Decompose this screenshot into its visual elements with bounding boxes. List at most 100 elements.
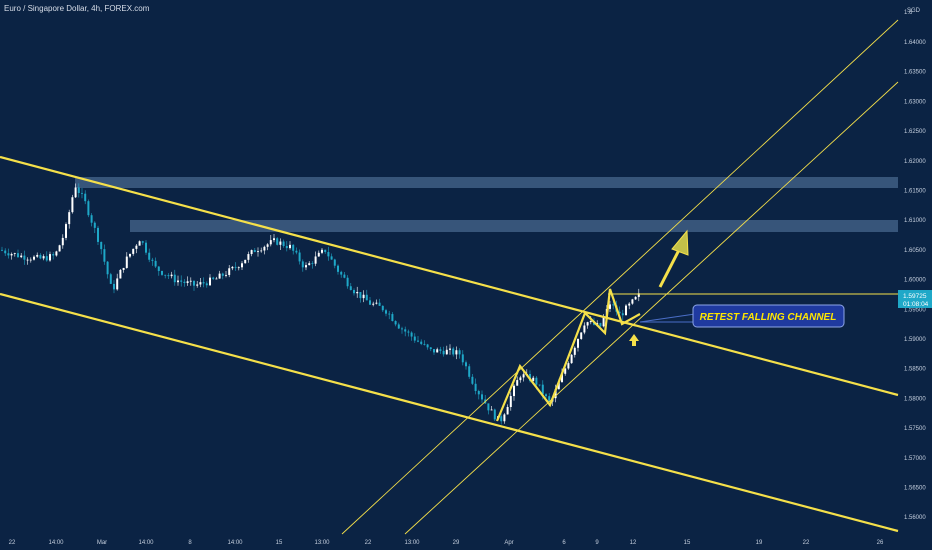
candle-body: [77, 187, 80, 193]
candle-body: [356, 292, 359, 294]
candle-body: [516, 380, 519, 386]
candle-body: [23, 255, 26, 260]
y-tick-label: 1.60500: [904, 248, 926, 254]
time-axis[interactable]: 22 14:00 Mar 14:00 8 14:00 15 13:00 22 13:00 29 Apr…: [9, 540, 884, 546]
candle-body: [621, 313, 624, 316]
projection-arrow-head: [671, 229, 689, 256]
candle-body: [109, 274, 112, 284]
candle-body: [548, 396, 551, 402]
candle-body: [337, 265, 339, 272]
candle-body: [189, 280, 192, 282]
x-tick-label: 15: [684, 540, 691, 546]
y-tick-label: 1.64000: [904, 40, 926, 46]
candle-body: [250, 250, 253, 255]
candle-body: [29, 259, 32, 261]
y-tick-label: 1.62500: [904, 129, 926, 135]
candle-body: [401, 328, 403, 330]
candle-body: [218, 273, 221, 279]
candle-body: [90, 215, 93, 223]
candle-body: [493, 409, 496, 420]
candle-body: [247, 254, 250, 260]
zigzag-pattern: [495, 288, 641, 422]
candle-body: [573, 347, 576, 355]
candle-body: [260, 250, 263, 252]
x-tick-label: 6: [562, 540, 566, 546]
candle-body: [49, 254, 51, 261]
y-tick-label: 1.57000: [904, 456, 926, 462]
candle-body: [564, 368, 567, 374]
candle-body: [391, 314, 394, 322]
candle-body: [420, 341, 423, 344]
candle-body: [237, 267, 240, 269]
candle-body: [209, 277, 211, 286]
candle-body: [193, 280, 195, 286]
countdown-timer: 01:08:04: [903, 301, 929, 308]
candle-body: [487, 403, 490, 411]
candle-body: [132, 248, 135, 254]
y-tick-label: 1.60000: [904, 278, 926, 284]
y-tick-label: 1.61500: [904, 189, 926, 195]
candle-body: [10, 253, 13, 256]
candle-body: [61, 237, 64, 246]
candle-body: [58, 245, 61, 252]
candle-body: [71, 197, 74, 213]
x-tick-label: 19: [756, 540, 763, 546]
candle-body: [490, 409, 493, 411]
rising-channel-lower-line: [404, 81, 899, 535]
candle-body: [145, 242, 147, 253]
candle-body: [17, 253, 19, 258]
candle-body: [93, 222, 96, 228]
candle-body: [154, 260, 157, 267]
candle-body: [637, 293, 640, 297]
candle-body: [353, 290, 355, 294]
candle-body: [359, 292, 362, 299]
candle-body: [570, 354, 573, 364]
candle-body: [506, 407, 509, 415]
candle-body: [81, 192, 83, 194]
candle-body: [500, 416, 503, 422]
candle-body: [468, 366, 471, 377]
candle-body: [407, 331, 410, 333]
candle-body: [285, 245, 288, 249]
x-tick-label: 14:00: [227, 540, 243, 546]
y-tick-label: 1.63000: [904, 99, 926, 105]
resistance-zone-upper: [75, 177, 898, 188]
candle-body: [84, 193, 87, 202]
candle-body: [474, 383, 477, 392]
x-tick-label: 26: [877, 540, 884, 546]
x-tick-label: 22: [803, 540, 810, 546]
candle-body: [445, 349, 448, 355]
candle-body: [7, 253, 10, 256]
candle-body: [1, 249, 3, 251]
y-tick-label: 1.58500: [904, 367, 926, 373]
candle-body: [161, 270, 163, 275]
candle-body: [103, 249, 106, 262]
candle-body: [308, 263, 311, 266]
candle-body: [545, 394, 547, 397]
candle-body: [97, 227, 99, 242]
falling-channel-lower-line: [0, 292, 899, 533]
candle-body: [292, 244, 295, 251]
resistance-zone-lower: [130, 220, 898, 232]
candle-body: [519, 377, 522, 381]
price-axis[interactable]: SGD 1.64000 1.63500 1.63000 1.62500 1.62000 1…: [904, 8, 926, 521]
candle-body: [340, 271, 343, 275]
candle-body: [625, 305, 627, 316]
y-tick-label: 1.63500: [904, 70, 926, 76]
candle-body: [349, 286, 352, 291]
y-tick-label: 1.59500: [904, 307, 926, 313]
candle-body: [113, 283, 115, 290]
candle-body: [321, 249, 323, 253]
candle-body: [362, 294, 365, 299]
candle-body: [397, 324, 400, 329]
candle-body: [74, 187, 77, 198]
candle-body: [199, 282, 202, 285]
candle-body: [151, 259, 154, 261]
candle-body: [68, 212, 71, 225]
candle-body: [20, 255, 23, 258]
candle-body: [135, 245, 138, 249]
candle-body: [327, 252, 330, 257]
candle-body: [183, 281, 186, 283]
candle-body: [55, 251, 58, 256]
